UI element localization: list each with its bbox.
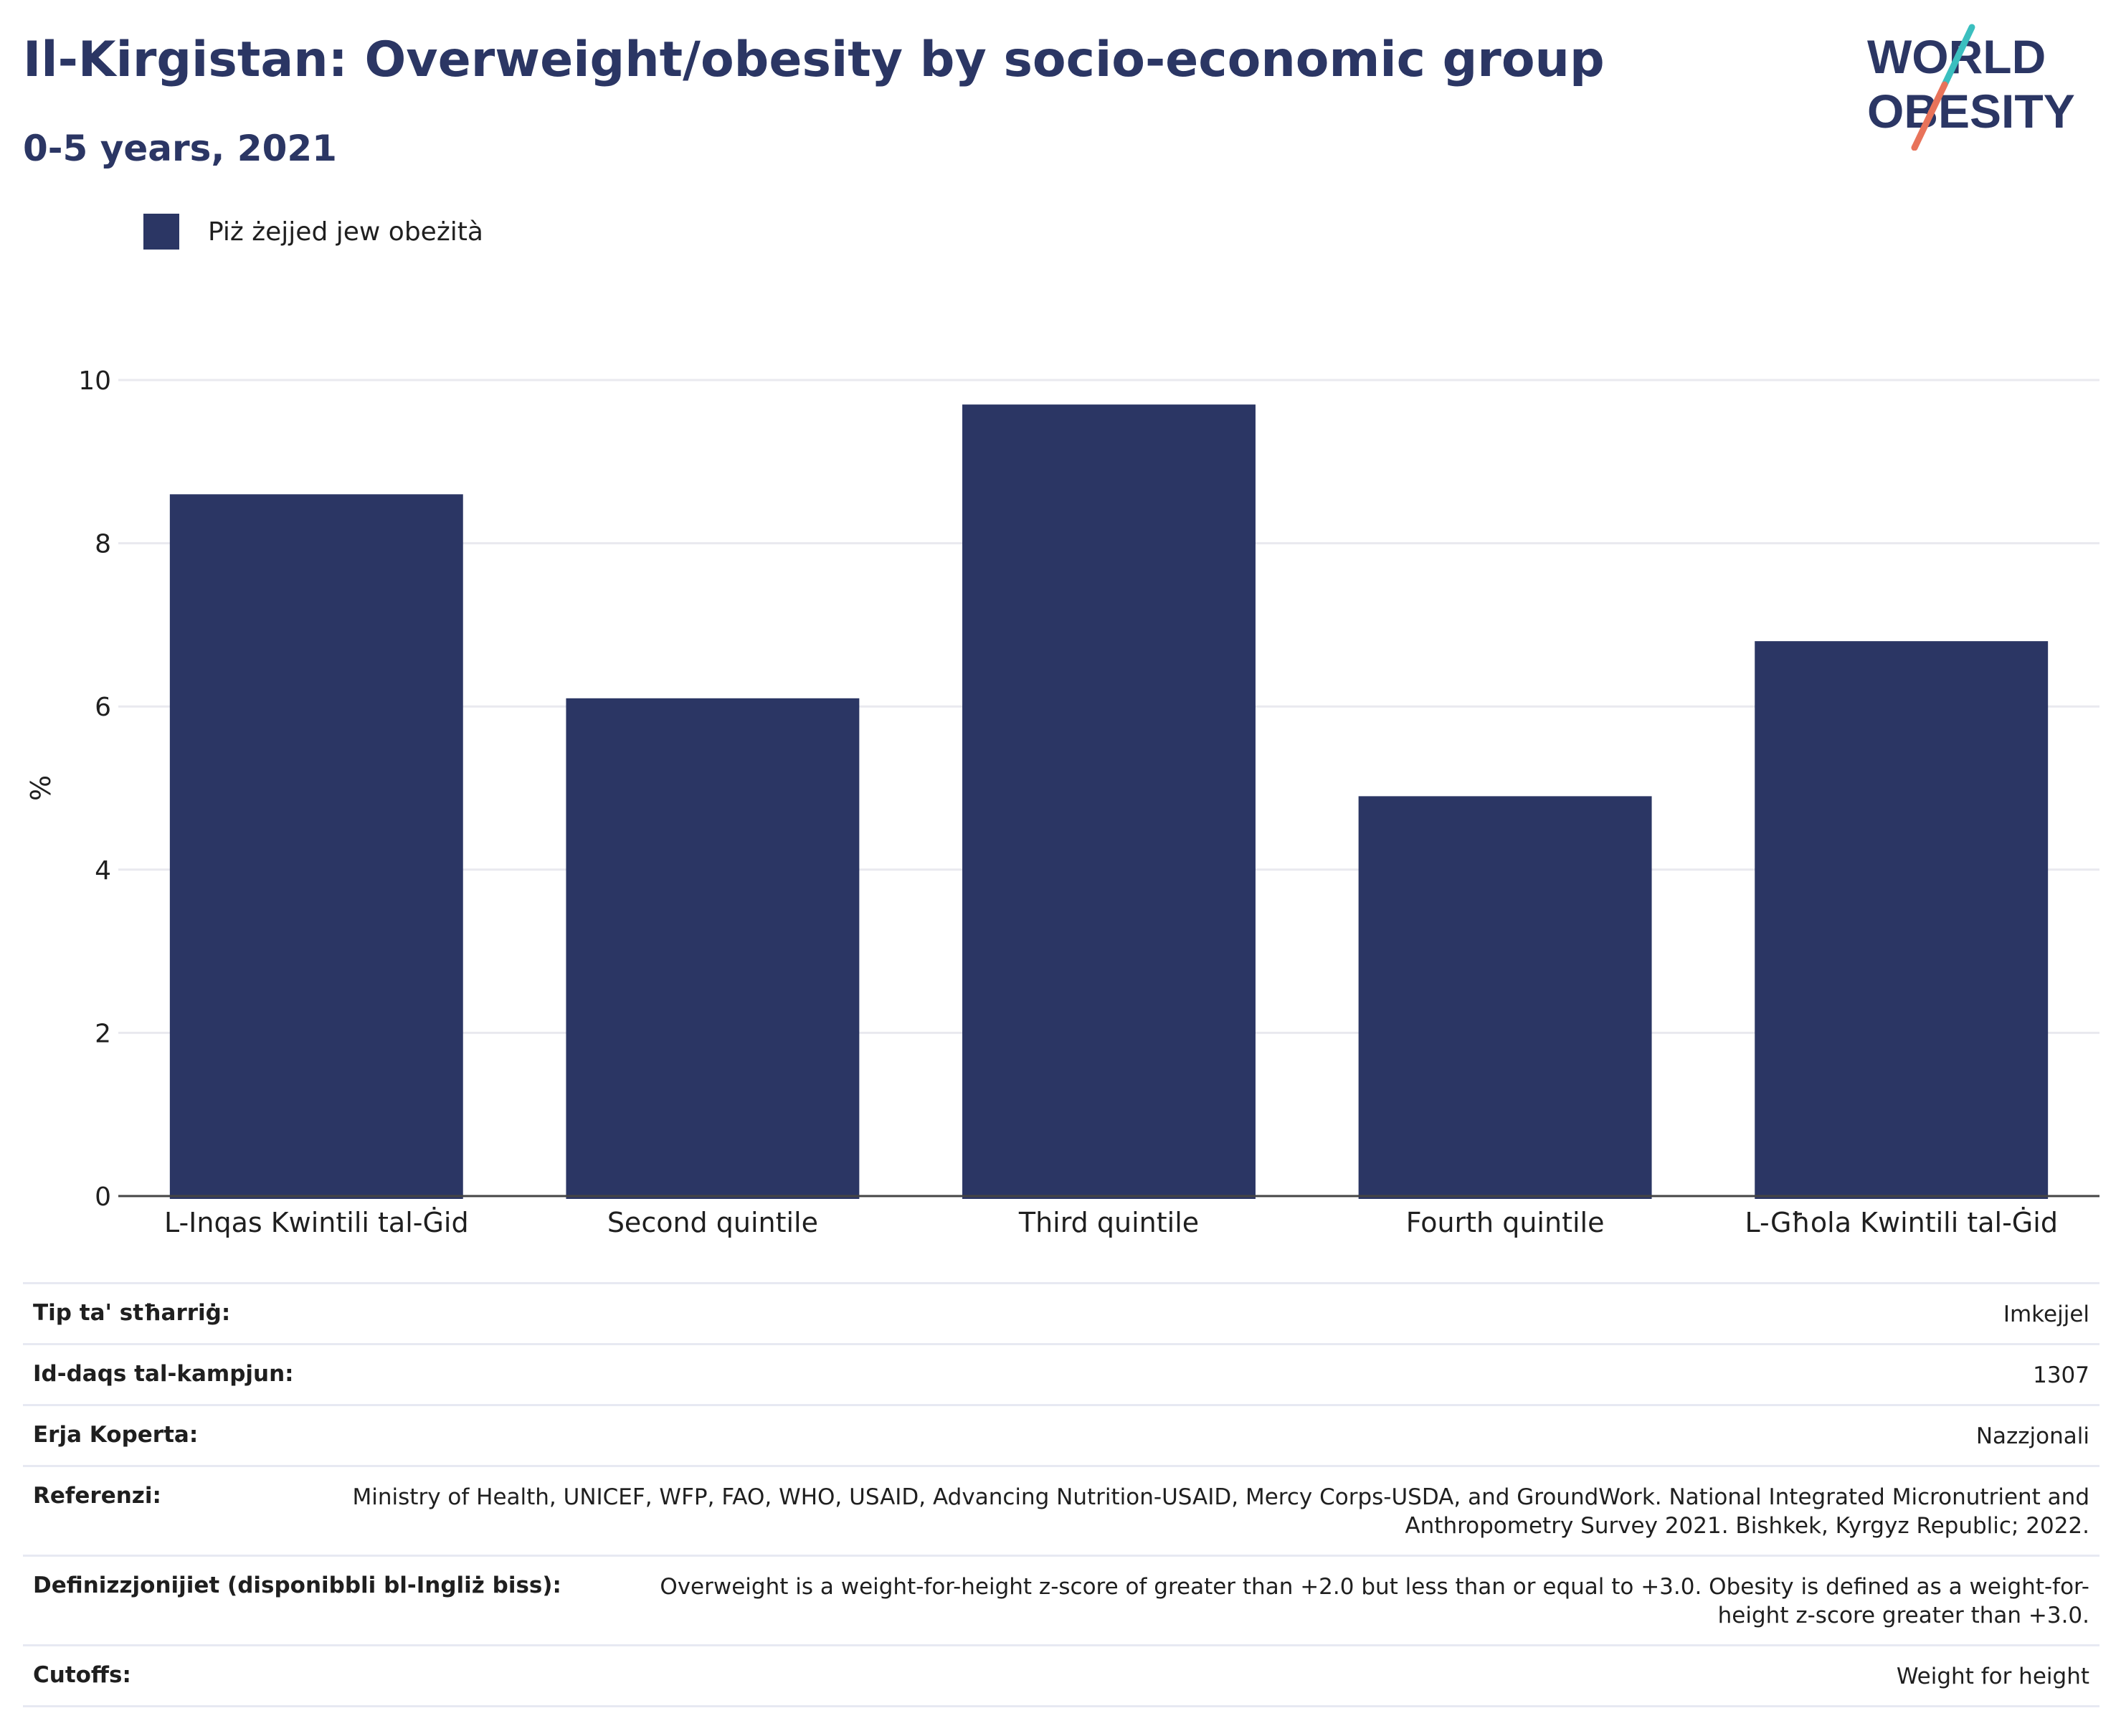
meta-row: Erja Koperta: Nazzjonali: [23, 1404, 2099, 1465]
meta-value: Ministry of Health, UNICEF, WFP, FAO, WH…: [352, 1484, 2089, 1539]
y-tick-label: 2: [95, 1019, 111, 1048]
meta-label: Erja Koperta:: [33, 1422, 199, 1448]
meta-value: Imkejjel: [2003, 1301, 2089, 1327]
bar: [169, 494, 463, 1199]
bar: [566, 698, 860, 1199]
meta-label: Id-daqs tal-kampjun:: [33, 1361, 294, 1387]
meta-row: Tip ta' stħarriġ: Imkejjel: [23, 1282, 2099, 1343]
logo-slash-bottom: [1911, 81, 1948, 151]
bar: [962, 404, 1256, 1199]
meta-label: Cutoffs:: [33, 1662, 131, 1688]
legend-swatch: [143, 214, 179, 250]
meta-label: Definizzjonijiet (disponibbli bl-Ingliż …: [33, 1573, 561, 1598]
logo-slash-top: [1941, 24, 1975, 88]
meta-row: Cutoffs: Weight for height: [23, 1644, 2099, 1707]
x-tick-label: Fourth quintile: [1406, 1207, 1605, 1238]
meta-value: 1307: [2033, 1362, 2089, 1388]
y-tick-label: 8: [95, 530, 111, 559]
bar: [1358, 796, 1652, 1199]
y-tick-label: 10: [78, 366, 111, 396]
bar: [1755, 641, 2049, 1199]
chart-title: Il-Kirgistan: Overweight/obesity by soci…: [23, 32, 1605, 88]
meta-value: Nazzjonali: [1975, 1423, 2089, 1449]
x-tick-label: L-Inqas Kwintili tal-Ġid: [164, 1207, 469, 1238]
meta-row: Id-daqs tal-kampjun: 1307: [23, 1343, 2099, 1404]
bar-chart: 0 2 4 6 8 10% L-Inqas Kwintili tal-Ġid Second q…: [25, 366, 2099, 1238]
metadata-table: Tip ta' stħarriġ: Imkejjel Id-daqs tal-kam…: [23, 1282, 2099, 1707]
chart-subtitle: 0-5 years, 2021: [23, 128, 337, 169]
y-axis-title: %: [25, 775, 57, 801]
x-tick-label: L-Għola Kwintili tal-Ġid: [1745, 1207, 2058, 1238]
meta-label: Referenzi:: [33, 1483, 161, 1509]
world-obesity-logo: WORLD OBESITY: [1867, 24, 2075, 151]
legend-label: Piż żejjed jew obeżità: [208, 217, 483, 247]
logo-line2: OBESITY: [1867, 85, 2075, 138]
meta-value: Overweight is a weight-for-height z-scor…: [660, 1574, 2089, 1628]
chart-legend[interactable]: Piż żejjed jew obeżità: [143, 214, 483, 250]
meta-row: Referenzi: Ministry of Health, UNICEF, WF…: [23, 1465, 2099, 1555]
meta-value: Weight for height: [1896, 1664, 2089, 1689]
x-tick-label: Third quintile: [1018, 1207, 1199, 1238]
y-tick-label: 4: [95, 856, 111, 886]
y-tick-label: 0: [95, 1182, 111, 1212]
x-tick-label: Second quintile: [607, 1207, 818, 1238]
meta-row: Definizzjonijiet (disponibbli bl-Ingliż …: [23, 1555, 2099, 1644]
meta-label: Tip ta' stħarriġ:: [33, 1300, 231, 1326]
y-tick-label: 6: [95, 693, 111, 722]
